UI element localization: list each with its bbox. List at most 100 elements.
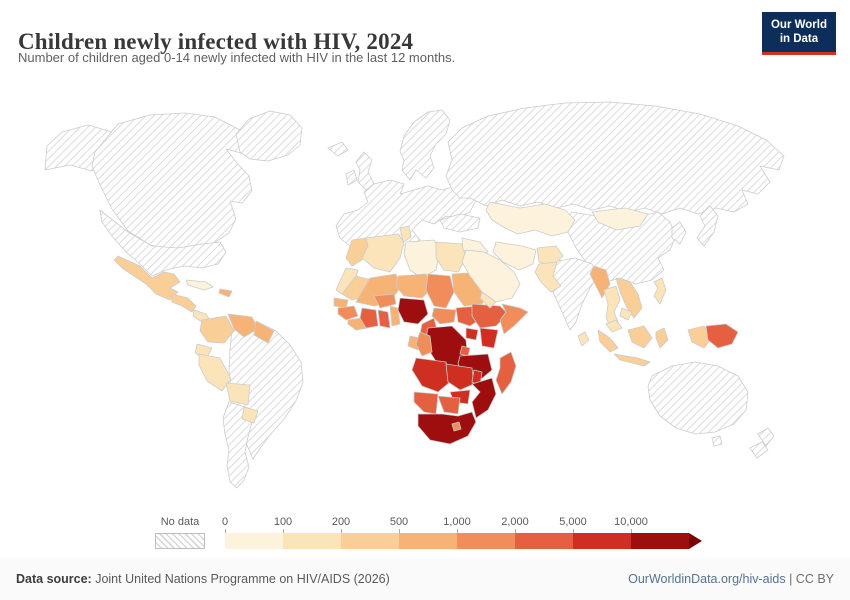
region-cuba[interactable]: Cuba — 0-100 [185,279,214,291]
legend-tick-label-5: 2,000 [501,516,529,528]
region-colombia[interactable]: Colombia — 200-500 [199,315,235,344]
legend-bin-2[interactable] [283,533,341,549]
owid-link[interactable]: OurWorldinData.org/hiv-aids [628,572,786,586]
region-libya[interactable]: Libya — 0-100 [403,239,441,279]
region-venezuela[interactable]: Venezuela — 500-1,000 [227,313,259,338]
region-namibia[interactable]: Namibia — 2,000-5,000 [413,391,439,415]
legend-no-data: No data [155,516,205,549]
region-south-africa[interactable]: South Africa — 10,000+ [417,411,477,445]
legend-tick-mark-1 [283,529,284,533]
legend-tick-label-6: 5,000 [559,516,587,528]
region-angola[interactable]: Angola — 5,000-10,000 [411,357,451,393]
region-west-papua[interactable]: Indonesia — 200-500 [687,325,713,349]
region-iran[interactable]: Iran — 0-100 [492,241,537,271]
legend-tick-mark-2 [341,529,342,533]
legend-scale: 0 100 200 500 1,000 2,000 5,000 10,000 [222,516,715,549]
region-kenya[interactable]: Kenya — 5,000-10,000 [479,327,499,349]
region-cote-divoire[interactable]: Cote d'Ivoire — 2,000-5,000 [359,307,379,329]
region-usa[interactable]: United States — No data [99,209,227,277]
region-guinea[interactable]: Guinea — 1,000-2,000 [337,305,359,321]
region-chad[interactable]: Chad — 1,000-2,000 [425,273,455,309]
region-zambia[interactable]: Zambia — 5,000-10,000 [445,363,475,391]
region-rwanda-burundi[interactable]: Rwanda / Burundi — 2,000-5,000 [459,345,471,357]
region-borneo[interactable]: Indonesia — 200-500 [627,325,653,349]
region-sulawesi[interactable]: Indonesia — 200-500 [655,327,669,349]
region-ghana[interactable]: Ghana — 2,000-5,000 [377,309,391,329]
region-java[interactable]: Indonesia — 200-500 [613,353,651,367]
legend-no-data-swatch[interactable] [155,533,205,549]
region-papua-new-guinea[interactable]: Papua New Guinea — 2,000-5,000 [705,323,739,349]
region-nigeria[interactable]: Nigeria — 10,000+ [397,297,429,325]
region-mongolia[interactable]: Mongolia — 0-100 [591,207,649,231]
legend-tick-mark-3 [399,529,400,533]
region-arabia[interactable]: Saudi Arabia — 0-100 [461,249,521,303]
legend-bin-5[interactable] [457,533,515,549]
legend-bin-6[interactable] [515,533,573,549]
region-laos-vietnam[interactable]: Vietnam / Laos — 200-500 [615,277,643,319]
region-pakistan[interactable]: Pakistan — 100-200 [534,261,562,293]
region-nz-south[interactable]: New Zealand — No data [749,441,769,459]
region-argentina-chile[interactable]: Argentina / Chile — No data [222,401,253,489]
region-yemen[interactable]: Yemen — 100-200 [479,291,497,309]
region-india[interactable]: India — No data [547,257,599,331]
region-iceland[interactable]: Iceland — No data [327,141,349,157]
region-canada[interactable]: Canada — No data [91,112,253,251]
region-australia[interactable]: Australia — No data [647,361,749,435]
region-niger[interactable]: Niger — 500-1,000 [395,273,433,299]
region-tasmania[interactable]: Australia — No data [711,435,723,447]
legend-bin-8[interactable] [631,533,689,549]
legend-bin-7[interactable] [573,533,631,549]
legend-bin-3[interactable] [341,533,399,549]
region-senegal[interactable]: Senegal — 500-1,000 [333,297,349,309]
map-svg: United States — No data Canada — No data… [44,101,785,489]
legend-bin-4[interactable] [399,533,457,549]
region-kazakh[interactable]: Kazakhstan / Central Asia — 0-100 [485,201,576,237]
region-egypt[interactable]: Egypt — 100-200 [435,241,467,273]
region-nz-north[interactable]: New Zealand — No data [757,427,775,447]
region-sumatra[interactable]: Indonesia — 200-500 [597,329,619,353]
footer-attribution: OurWorldinData.org/hiv-aids | CC BY [628,572,834,586]
legend-tick-mark-5 [515,529,516,533]
region-bolivia[interactable]: Bolivia — 100-200 [225,382,251,406]
region-scandinavia[interactable]: Scandinavia — No data [399,109,451,181]
region-lesotho[interactable]: Lesotho — 1,000-2,000 [451,421,462,432]
region-sri-lanka[interactable]: Sri Lanka — 100-200 [577,331,590,347]
region-korea[interactable]: South Korea — No data [671,221,687,245]
region-madagascar[interactable]: Madagascar — 2,000-5,000 [495,351,517,395]
region-somalia[interactable]: Somalia — 1,000-2,000 [499,303,529,335]
page-subtitle: Number of children aged 0-14 newly infec… [18,50,456,65]
data-source-text: Data source: Joint United Nations Progra… [16,572,390,586]
region-guatemala-region[interactable]: Central America — 200-500 [171,293,197,313]
region-ethiopia[interactable]: Ethiopia — 2,000-5,000 [471,303,509,329]
no-data-regions: United States — No data Canada — No data… [44,101,785,489]
region-mexico[interactable]: Mexico — 200-500 [113,255,181,301]
region-togo-benin[interactable]: Togo / Benin — 500-1,000 [389,305,401,327]
owid-logo[interactable]: Our World in Data [761,12,836,55]
region-mozambique[interactable]: Mozambique — 10,000+ [471,377,497,419]
region-cambodia[interactable]: Cambodia — 100-200 [619,307,633,321]
region-burkina[interactable]: Burkina Faso — 1,000-2,000 [373,293,397,309]
region-botswana[interactable]: Botswana — 2,000-5,000 [437,395,461,415]
region-greenland[interactable]: Greenland — No data [235,110,303,162]
region-peru[interactable]: Peru — 100-200 [198,353,232,392]
region-afghanistan[interactable]: Afghanistan — 100-200 [536,245,564,267]
region-turkey[interactable]: Turkey — No data [439,213,481,233]
region-ireland[interactable]: Ireland — No data [345,169,358,186]
legend-bin-1[interactable] [225,533,283,549]
data-regions: Mexico — 200-500 Central America — 200-5… [113,201,739,445]
region-tunisia[interactable]: Tunisia — 100-200 [399,225,412,243]
region-uganda[interactable]: Uganda — 5,000-10,000 [465,327,479,341]
region-uk[interactable]: United Kingdom — No data [355,151,375,191]
region-japan[interactable]: Japan — No data [696,205,719,247]
legend-ticks: 0 100 200 500 1,000 2,000 5,000 10,000 [222,516,705,533]
region-hispaniola[interactable]: Haiti / Dominican Republic — 500-1,000 [218,288,233,298]
region-congo[interactable]: Congo — 1,000-2,000 [415,331,433,357]
region-algeria[interactable]: Algeria — 100-200 [361,233,405,273]
chart-footer: Data source: Joint United Nations Progra… [0,558,850,600]
region-guianas[interactable]: Guyana / Suriname — 500-1,000 [253,320,275,344]
region-russia[interactable]: Russia — No data [445,101,785,215]
region-paraguay[interactable]: Paraguay — 100-200 [241,406,259,424]
region-car[interactable]: Central African Republic — 1,000-2,000 [431,307,457,325]
region-philippines[interactable]: Philippines — 100-200 [653,277,667,305]
region-malaysia[interactable]: Malaysia — 100-200 [605,319,623,333]
